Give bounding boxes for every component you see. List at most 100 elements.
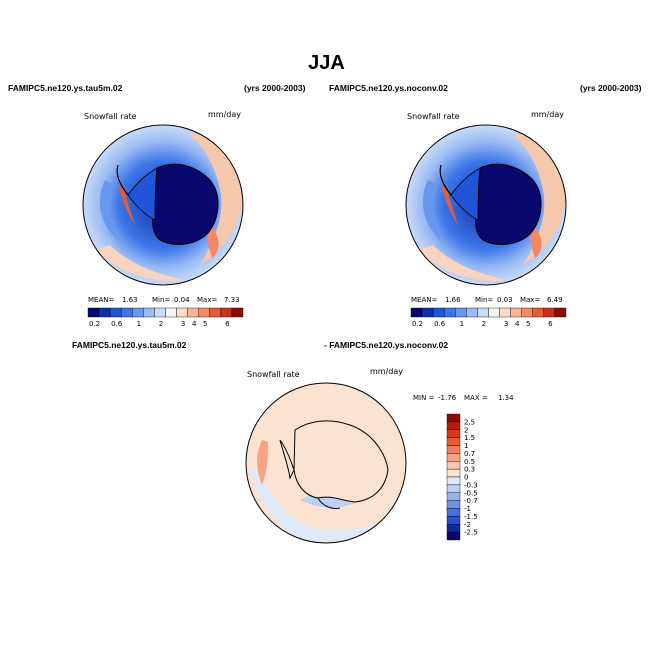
panel1-colorbar-tick-label: 6 [225,320,230,328]
panel3-colorbar-swatch [446,421,461,430]
panel1-colorbar-swatch [154,307,166,318]
panel3-colorbar-tick-label: 0.5 [464,458,475,466]
panel2-max-label: Max= [520,296,541,304]
panel1-variable: Snowfall rate [84,112,137,121]
panel1-colorbar-swatch [231,307,244,318]
panel2-colorbar-swatch [455,307,467,318]
panel3-colorbar-tick-label: -2 [464,521,471,529]
panel2-years: (yrs 2000-2003) [580,83,642,93]
panel3-case-a: FAMIPC5.ne120.ys.tau5m.02 [72,340,187,350]
panel1-map-border [82,124,244,286]
panel2-map [406,125,566,285]
panel1-mean-value: 1.63 [122,296,138,304]
panel3-min-label: MIN = [413,394,435,402]
panel3-colorbar-tick-label: 1.5 [464,434,475,442]
panel3-colorbar-swatch [446,413,461,423]
panel3-colorbar-tick-label: -0.7 [464,497,478,505]
panel3-colorbar-swatch [446,461,461,470]
panel2-colorbar-tick-label: 0.6 [434,320,446,328]
panel1-max-value: 7.33 [224,296,240,304]
panel1-colorbar-swatch [132,307,144,318]
panel1-colorbar-tick-label: 1 [137,320,141,328]
panel1-colorbar-tick-label: 0.6 [111,320,123,328]
panel1-min-value: 0.04 [174,296,190,304]
panel2-max-value: 6.49 [547,296,563,304]
panel2-colorbar-swatch [421,307,434,318]
panel1-colorbar-swatch [209,307,222,318]
panel3-colorbar-tick-label: 0.3 [464,466,475,474]
panel3-colorbar-tick-label: -1.5 [464,513,478,521]
panel1-min-label: Min= [152,296,171,304]
panel3-map [246,383,406,543]
panel1-colorbar-tick-label: 5 [203,320,207,328]
panel1-map [83,125,243,285]
panel2-case-name: FAMIPC5.ne120.ys.noconv.02 [329,83,448,93]
panel3-min-value: -1.76 [438,394,457,402]
panel3-map-border [245,382,407,544]
panel2-units: mm/day [531,110,564,119]
panel3-colorbar-swatch [446,492,461,501]
panel3-colorbar-swatch [446,531,461,541]
panel1-colorbar-swatch [109,307,122,318]
panel3-colorbar-swatch [446,484,461,493]
panel1-case-name: FAMIPC5.ne120.ys.tau5m.02 [8,83,123,93]
panel2-colorbar-tick-label: 2 [482,320,486,328]
panel2-colorbar-swatch [488,307,500,318]
panel3-colorbar-tick-label: 0 [464,474,468,482]
panel2-colorbar-swatch [499,307,511,318]
panel3-colorbar-tick-label: -0.3 [464,481,478,489]
panel2-variable: Snowfall rate [407,112,460,121]
panel1-colorbar-swatch [198,307,210,318]
panel2-colorbar-tick-label: 4 [515,320,520,328]
panel1-colorbar-swatch [87,307,100,318]
panel2-colorbar-tick-label: 3 [504,320,508,328]
panel1-colorbar: 0.2 0.6 1 2 3 4 5 6 [87,307,244,328]
panel1-colorbar-swatch [98,307,111,318]
panel2-colorbar-swatch [444,307,456,318]
panel1-colorbar-tick-label: 4 [192,320,197,328]
panel2-colorbar-swatch [410,307,423,318]
figure-title: JJA [308,52,345,74]
panel3-colorbar-tick-label: -0.5 [464,489,478,497]
panel2-colorbar-swatch [510,307,522,318]
panel3-colorbar-tick-label: 2 [464,426,468,434]
panel2-mean-label: MEAN= [411,296,438,304]
panel3-colorbar-swatch [446,516,461,525]
panel1-colorbar-tick-label: 3 [181,320,185,328]
panel3-colorbar-tick-label: -2.5 [464,529,478,537]
panel2-colorbar-swatch [477,307,489,318]
panel1-colorbar-swatch [187,307,199,318]
panel2-mean-value: 1.66 [445,296,461,304]
panel2-colorbar-tick-label: 6 [548,320,553,328]
panel3-colorbar-swatch [446,500,461,509]
panel3-units: mm/day [370,367,403,376]
panel2-colorbar-swatch [532,307,545,318]
panel3-variable: Snowfall rate [247,370,300,379]
panel3-colorbar-tick-label: 0.7 [464,450,475,458]
panel3-colorbar-swatch [446,468,461,478]
panel3-colorbar-swatch [446,508,461,517]
panel2-colorbar-swatch [543,307,556,318]
panel1-mean-label: MEAN= [88,296,115,304]
panel1-colorbar-swatch [143,307,155,318]
panel2-colorbar-swatch [466,307,478,318]
panel2-min-value: 0.03 [497,296,513,304]
panel1-max-label: Max= [197,296,218,304]
panel3-colorbar-swatch [446,429,461,438]
panel1-colorbar-tick-label: 0.2 [89,320,100,328]
panel3-colorbar-tick-label: -1 [464,505,471,513]
panel2-colorbar-swatch [554,307,567,318]
panel1-colorbar-swatch [165,307,177,318]
panel1-units: mm/day [208,110,241,119]
panel3-case-b: - FAMIPC5.ne120.ys.noconv.02 [324,340,449,350]
panel2-colorbar-swatch [521,307,533,318]
panel2-map-border [405,124,567,286]
panel3-colorbar: 2.521.510.70.50.30-0.3-0.5-0.7-1-1.5-2-2… [446,413,478,541]
panel3-colorbar-tick-label: 1 [464,442,468,450]
panel1-colorbar-swatch [220,307,233,318]
panel2-colorbar-tick-label: 5 [526,320,530,328]
panel3-colorbar-swatch [446,524,461,533]
panel1-years: (yrs 2000-2003) [244,83,306,93]
panel3-colorbar-swatch [446,476,461,486]
